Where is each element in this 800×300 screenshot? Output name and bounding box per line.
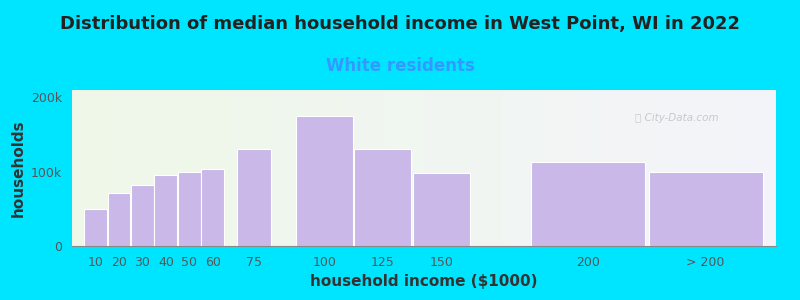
X-axis label: household income ($1000): household income ($1000) bbox=[310, 274, 538, 289]
Bar bbox=[178, 172, 201, 246]
Bar bbox=[531, 162, 645, 246]
Y-axis label: households: households bbox=[10, 119, 26, 217]
Bar bbox=[413, 173, 470, 246]
Text: Distribution of median household income in West Point, WI in 2022: Distribution of median household income … bbox=[60, 15, 740, 33]
Bar bbox=[84, 209, 107, 246]
Bar bbox=[107, 193, 130, 246]
Bar bbox=[296, 116, 353, 246]
Bar bbox=[202, 169, 224, 246]
Bar bbox=[131, 185, 154, 246]
Text: White residents: White residents bbox=[326, 57, 474, 75]
Bar bbox=[154, 176, 178, 246]
Bar bbox=[237, 149, 271, 246]
Bar bbox=[354, 149, 411, 246]
Text: ⓘ City-Data.com: ⓘ City-Data.com bbox=[635, 113, 719, 123]
Bar bbox=[649, 172, 762, 246]
